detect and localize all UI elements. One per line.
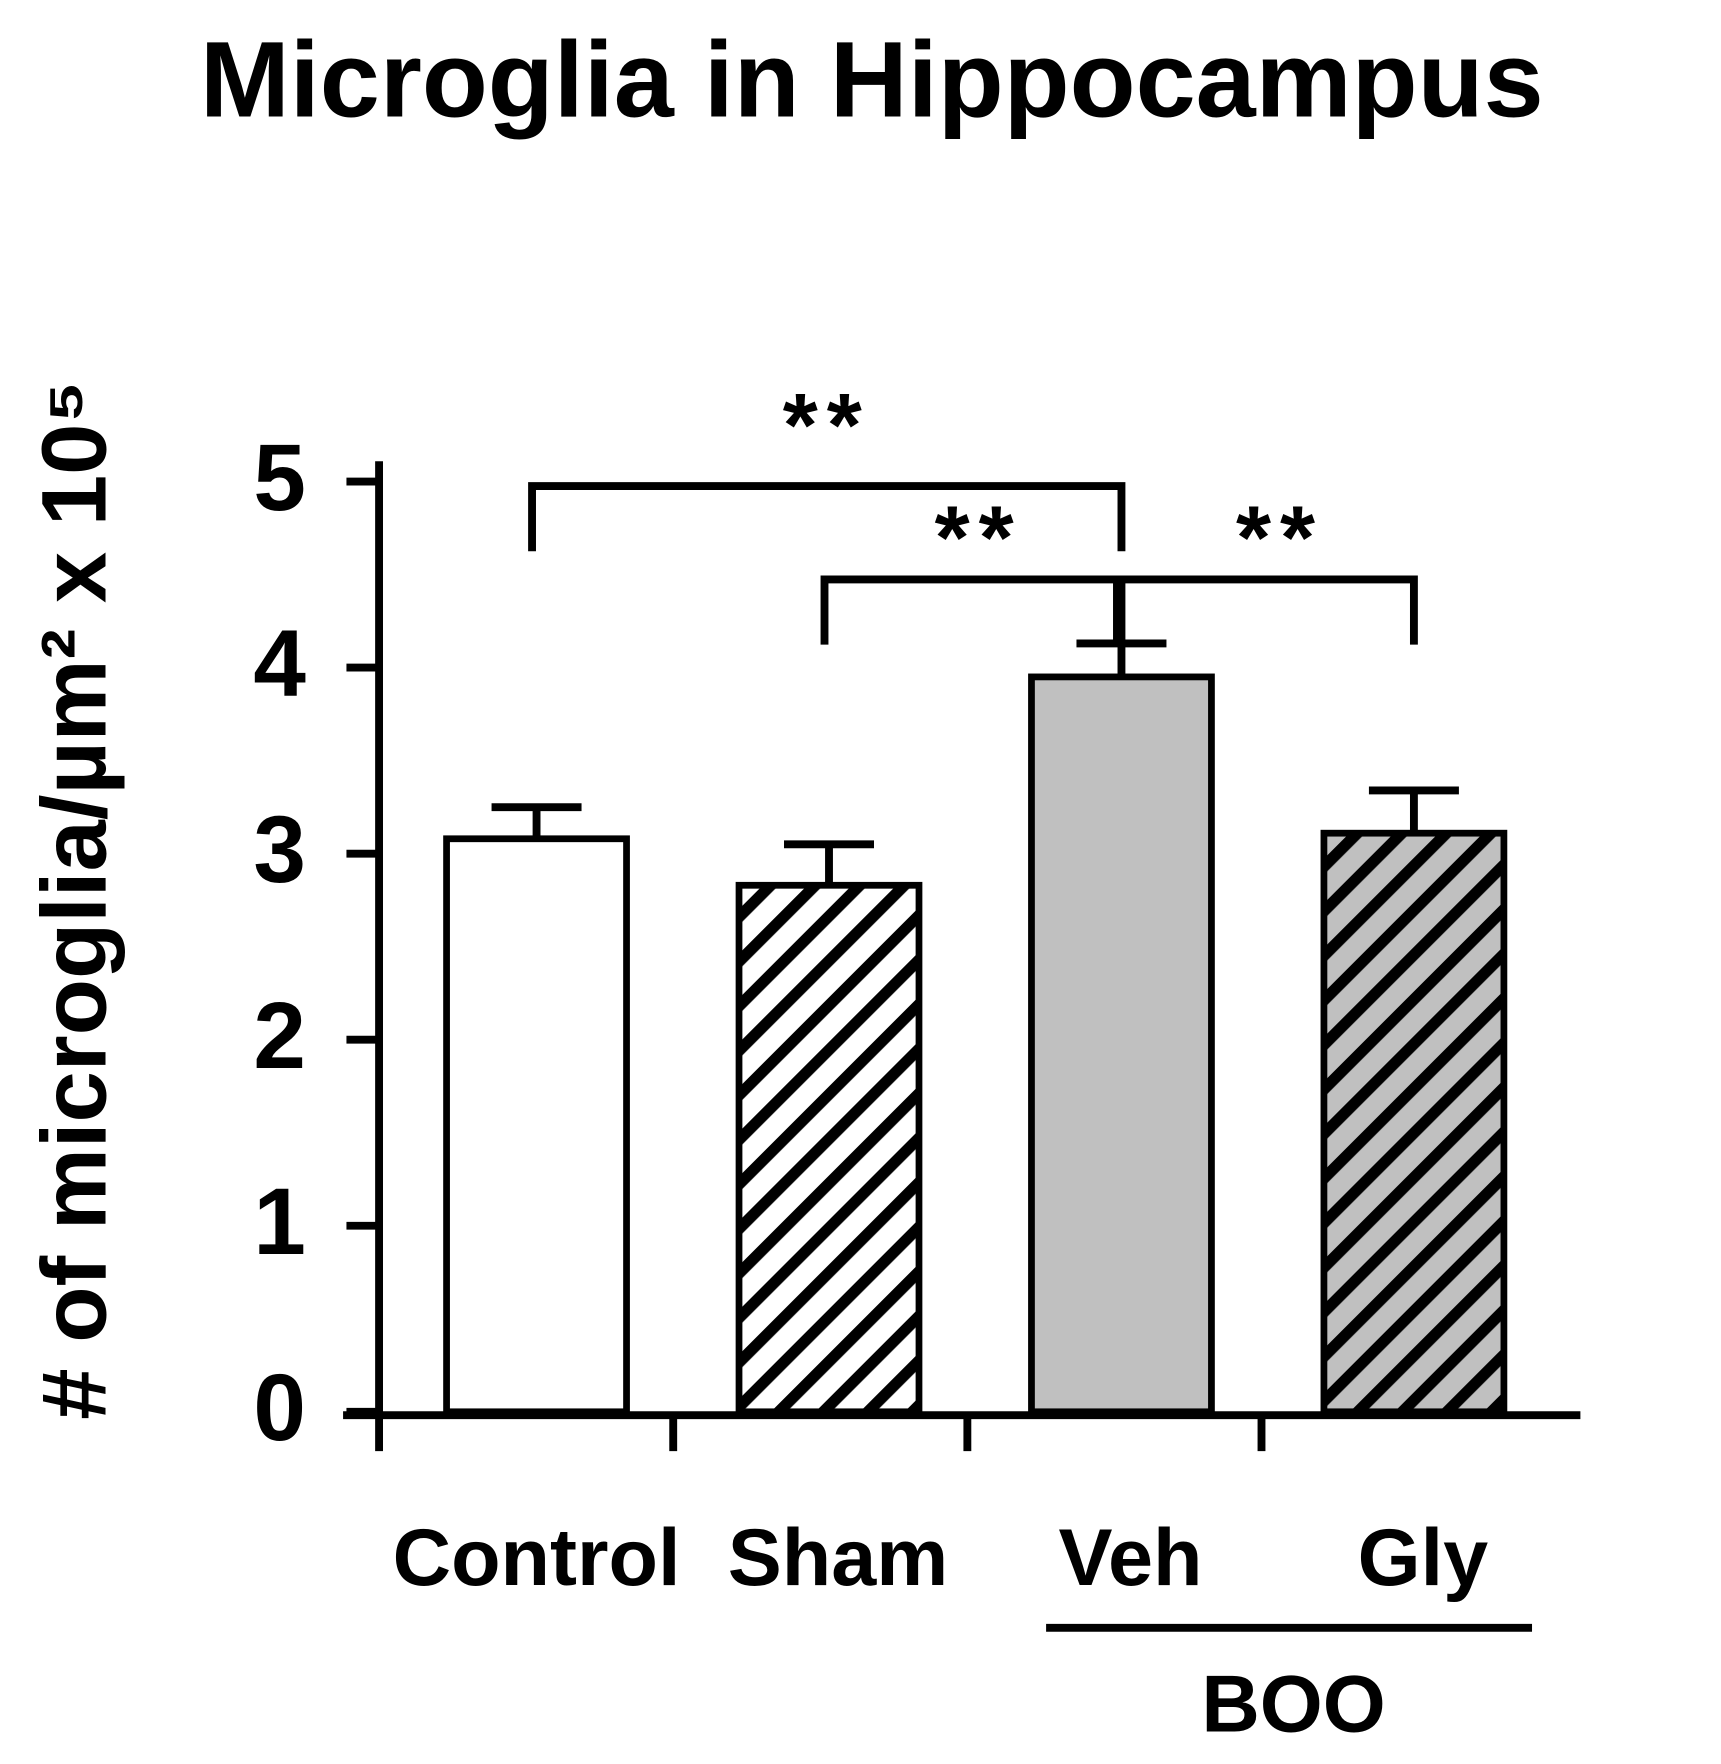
y-axis-label: # of microglia/µm² x 10⁵ xyxy=(22,380,125,1419)
y-tick-label: 2 xyxy=(253,983,306,1089)
significance-bracket xyxy=(1113,575,1418,645)
y-tick-label: 5 xyxy=(253,425,306,531)
group-label: BOO xyxy=(1201,1659,1385,1749)
y-tick-label: 0 xyxy=(253,1355,306,1461)
x-tick-label: Control xyxy=(393,1513,681,1603)
x-tick-label: Sham xyxy=(728,1513,949,1603)
y-tick-label: 3 xyxy=(253,797,306,903)
y-tick-label: 4 xyxy=(253,611,306,717)
bar xyxy=(1028,673,1215,1416)
significance-bracket xyxy=(820,575,1126,645)
significance-label: ** xyxy=(935,488,1023,588)
x-tick-label: Gly xyxy=(1358,1513,1489,1603)
chart-title: Microglia in Hippocampus xyxy=(200,18,1544,139)
significance-label: ** xyxy=(1236,488,1324,588)
bar xyxy=(443,835,630,1416)
bar xyxy=(735,881,923,1416)
significance-label: ** xyxy=(783,376,871,476)
significance-bracket xyxy=(528,482,1126,552)
y-tick-label: 1 xyxy=(253,1169,306,1275)
x-tick-label: Veh xyxy=(1058,1513,1202,1603)
bar xyxy=(1320,829,1508,1416)
